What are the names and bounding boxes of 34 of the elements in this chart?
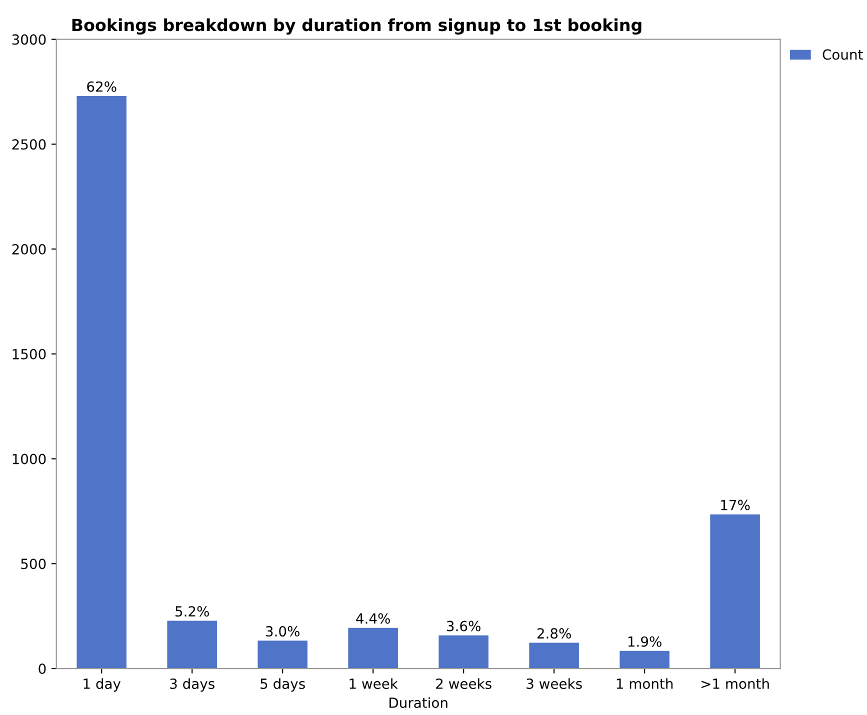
y-tick-label: 3000: [12, 34, 46, 45]
y-tick-label: 1000: [12, 454, 46, 464]
bar: [529, 642, 579, 669]
x-tick-label: 2 weeks: [436, 678, 492, 689]
text: 1.9%: [628, 636, 662, 647]
x-tick-label: 5 days: [260, 678, 305, 692]
x-tick-label: 1 week: [350, 678, 398, 689]
x-axis-title: Duration: [390, 697, 448, 708]
y-tick-label: 2500: [12, 139, 46, 150]
bar: [620, 650, 670, 669]
text: 4.4%: [356, 613, 390, 624]
x-tick-label: 3 weeks: [526, 678, 582, 689]
bar: [348, 628, 398, 669]
text: 5.2%: [176, 606, 209, 617]
text: 62%: [87, 81, 116, 92]
bar: [710, 514, 760, 669]
y-tick-label: 2000: [12, 244, 46, 255]
text: 2.8%: [537, 628, 571, 639]
y-tick-label: 500: [21, 558, 46, 570]
text: 3.6%: [446, 620, 480, 632]
bar: [76, 96, 126, 669]
x-tick-label: 3 days: [170, 678, 214, 692]
y-tick-label: 0: [38, 663, 46, 674]
text: 17%: [721, 500, 750, 510]
bar: [438, 635, 488, 669]
bar: [167, 620, 217, 669]
x-tick-label: 1 day: [84, 678, 121, 692]
text: 3.0%: [266, 626, 300, 637]
x-tick-label: >1 month: [702, 678, 769, 689]
bar: [258, 640, 308, 669]
y-tick-label: 1500: [12, 348, 46, 360]
chart-title: Bookings breakdown by duration from signup to 1st booking: [72, 18, 642, 35]
x-tick-label: 1 month: [616, 678, 673, 689]
legend-label: Count: [822, 49, 863, 60]
